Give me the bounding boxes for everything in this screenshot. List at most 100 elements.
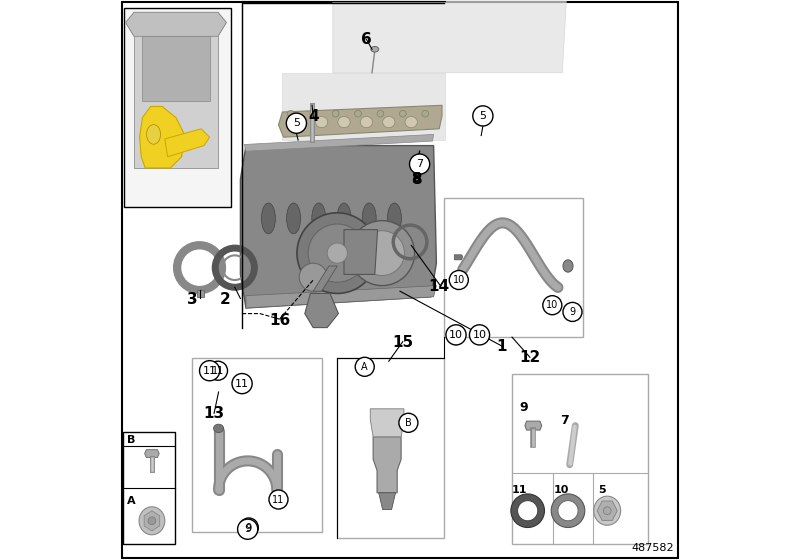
Circle shape [355,357,374,376]
Circle shape [399,110,406,117]
Ellipse shape [405,116,418,128]
Text: 14: 14 [429,279,450,294]
Ellipse shape [286,203,301,234]
Ellipse shape [382,116,395,128]
Text: 7: 7 [416,159,423,169]
Text: 5: 5 [293,118,300,128]
Text: 9: 9 [519,401,527,414]
Ellipse shape [146,125,161,144]
Ellipse shape [360,116,373,128]
Text: 15: 15 [392,335,414,350]
Polygon shape [305,293,338,328]
Circle shape [399,413,418,432]
Ellipse shape [293,116,306,128]
Text: 1: 1 [497,339,507,353]
Text: 13: 13 [203,406,225,421]
Polygon shape [240,146,436,308]
Ellipse shape [312,203,326,234]
Circle shape [238,519,258,539]
Polygon shape [140,106,185,168]
Text: A: A [362,362,368,372]
Polygon shape [282,73,445,140]
Circle shape [148,517,156,525]
Text: 11: 11 [235,379,249,389]
Bar [123,432,175,544]
Polygon shape [278,105,442,137]
Circle shape [350,221,414,286]
Text: 10: 10 [554,485,570,495]
Polygon shape [165,129,210,157]
Bar [512,374,647,544]
Polygon shape [378,493,395,510]
Text: 8: 8 [411,171,421,185]
Circle shape [287,110,294,117]
Circle shape [410,154,430,174]
Polygon shape [246,286,436,308]
Text: 10: 10 [449,330,463,340]
Text: 11: 11 [212,366,224,376]
Ellipse shape [387,203,402,234]
Polygon shape [126,12,226,36]
Bar [192,358,322,532]
Text: 8: 8 [411,172,422,186]
Polygon shape [144,511,160,531]
Text: 11: 11 [512,485,527,495]
Circle shape [450,270,468,290]
Text: B: B [127,435,136,445]
Polygon shape [313,266,338,291]
Circle shape [327,243,347,263]
Text: B: B [405,418,412,428]
Polygon shape [333,1,566,73]
Polygon shape [597,501,618,520]
Text: 2: 2 [220,292,230,307]
Circle shape [473,106,493,126]
Circle shape [360,231,405,276]
Text: 3: 3 [187,292,198,307]
Polygon shape [370,409,404,437]
Polygon shape [145,450,159,458]
Circle shape [518,501,538,521]
Text: 7: 7 [560,413,569,427]
Circle shape [446,325,466,345]
Circle shape [332,110,339,117]
Text: 9: 9 [244,524,251,534]
Text: 5: 5 [479,111,486,121]
Text: 10: 10 [473,330,486,340]
Ellipse shape [594,496,621,525]
Text: 11: 11 [202,366,217,376]
Polygon shape [142,36,210,101]
Circle shape [470,325,490,345]
Text: 9: 9 [246,522,252,533]
Polygon shape [344,230,378,274]
Ellipse shape [371,46,378,52]
Circle shape [286,113,306,133]
Circle shape [558,501,578,521]
Circle shape [199,361,220,381]
Text: 487582: 487582 [632,543,674,553]
Text: 11: 11 [272,494,285,505]
Circle shape [232,374,252,394]
Ellipse shape [139,507,165,535]
Circle shape [297,213,378,293]
Ellipse shape [262,203,275,234]
Text: 5: 5 [598,485,606,495]
Polygon shape [525,421,542,430]
Bar [124,8,231,207]
Circle shape [603,507,611,515]
Text: 9: 9 [570,307,575,317]
Polygon shape [244,134,434,151]
Circle shape [354,110,362,117]
Circle shape [310,110,317,117]
Polygon shape [198,290,204,297]
Ellipse shape [337,203,351,234]
Ellipse shape [362,203,376,234]
Ellipse shape [214,424,224,433]
Polygon shape [134,36,218,168]
Circle shape [308,224,366,282]
Text: 10: 10 [453,275,465,285]
Circle shape [209,361,227,380]
Circle shape [563,302,582,321]
Bar [338,358,444,538]
Circle shape [299,263,327,291]
Text: 10: 10 [546,300,558,310]
